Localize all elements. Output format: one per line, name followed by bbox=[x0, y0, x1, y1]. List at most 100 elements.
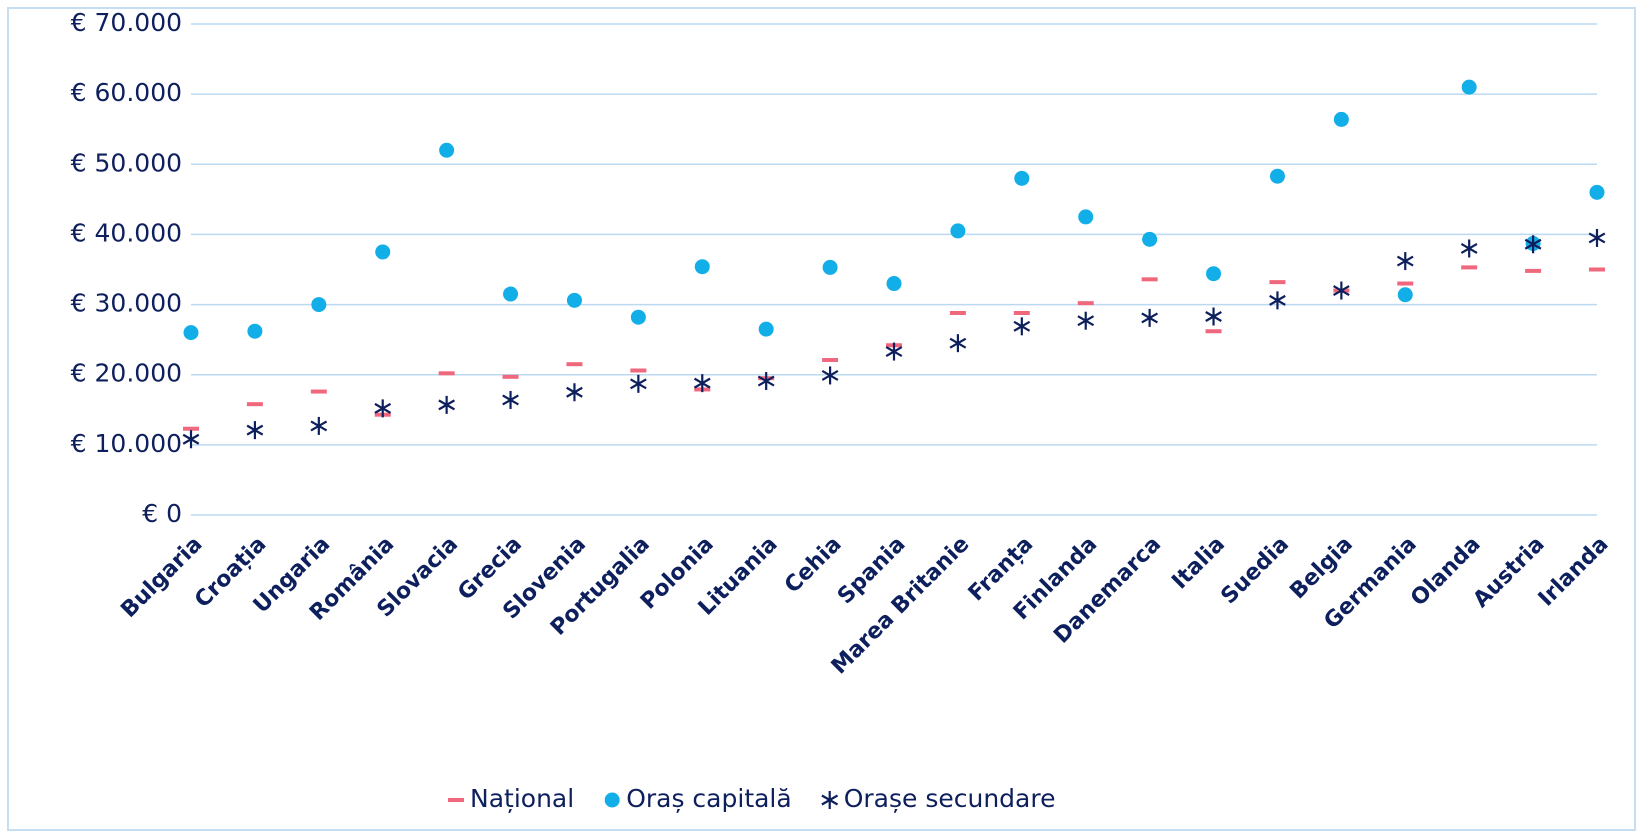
y-tick-label: € 70.000 bbox=[71, 8, 182, 37]
point-star bbox=[566, 383, 583, 402]
point-dash bbox=[566, 362, 583, 367]
point-circle bbox=[1206, 266, 1222, 282]
point-star bbox=[949, 334, 967, 353]
point-circle bbox=[1397, 287, 1413, 303]
point-star bbox=[246, 421, 264, 440]
point-dash bbox=[1205, 329, 1222, 334]
point-star bbox=[182, 430, 200, 449]
point-circle bbox=[822, 259, 838, 275]
star-stroke bbox=[1013, 320, 1031, 332]
point-circle bbox=[694, 259, 710, 275]
point-star bbox=[1333, 281, 1350, 300]
star-stroke bbox=[502, 394, 519, 406]
star-stroke bbox=[630, 378, 647, 390]
point-dash bbox=[1269, 280, 1286, 285]
star-stroke bbox=[1524, 238, 1542, 250]
point-star bbox=[1205, 307, 1222, 326]
y-tick-label: € 40.000 bbox=[71, 218, 182, 247]
point-dash bbox=[246, 402, 263, 407]
star-stroke bbox=[566, 386, 583, 398]
legend-marker bbox=[821, 791, 839, 809]
point-circle bbox=[950, 223, 966, 239]
point-star bbox=[1396, 252, 1414, 271]
star-stroke bbox=[949, 337, 967, 349]
point-dash bbox=[183, 426, 199, 431]
point-star bbox=[502, 390, 519, 409]
legend-label: Oraș capitală bbox=[626, 784, 792, 813]
star-stroke bbox=[1333, 285, 1350, 296]
star-stroke bbox=[821, 369, 839, 381]
point-circle bbox=[886, 276, 902, 292]
point-circle bbox=[1014, 170, 1030, 186]
point-star bbox=[630, 374, 647, 393]
point-star bbox=[1269, 291, 1286, 310]
star-stroke bbox=[182, 433, 200, 445]
point-star bbox=[693, 374, 711, 393]
point-circle bbox=[439, 142, 455, 158]
point-star bbox=[1460, 239, 1478, 258]
legend-marker bbox=[604, 792, 620, 808]
y-tick-label: € 60.000 bbox=[71, 78, 182, 107]
point-circle bbox=[566, 292, 582, 308]
point-dash bbox=[1397, 281, 1414, 286]
point-star bbox=[1141, 308, 1158, 327]
y-tick-label: € 30.000 bbox=[71, 289, 182, 318]
point-star bbox=[1588, 228, 1606, 247]
star-stroke bbox=[310, 420, 328, 432]
point-circle bbox=[311, 297, 327, 313]
y-tick-label: € 10.000 bbox=[71, 429, 182, 458]
star-stroke bbox=[1460, 243, 1478, 254]
star-stroke bbox=[821, 794, 839, 806]
point-circle bbox=[1461, 79, 1477, 95]
point-circle bbox=[758, 321, 774, 337]
y-tick-label: € 20.000 bbox=[71, 359, 182, 388]
point-circle bbox=[375, 244, 391, 260]
star-stroke bbox=[885, 346, 903, 358]
point-circle bbox=[1589, 184, 1605, 200]
y-tick-label: € 0 bbox=[142, 499, 182, 528]
legend-label: Orașe secundare bbox=[844, 784, 1056, 813]
point-dash bbox=[1077, 301, 1094, 306]
point-star bbox=[310, 416, 328, 435]
point-star bbox=[821, 366, 839, 385]
star-stroke bbox=[1396, 255, 1414, 267]
point-dash bbox=[438, 371, 455, 376]
star-stroke bbox=[1077, 315, 1095, 327]
point-star bbox=[438, 395, 455, 414]
star-stroke bbox=[1141, 312, 1158, 324]
point-circle bbox=[630, 309, 646, 325]
point-dash bbox=[1013, 310, 1030, 315]
star-stroke bbox=[1205, 311, 1222, 322]
point-circle bbox=[183, 325, 199, 341]
point-star bbox=[1013, 317, 1031, 336]
legend-label: Național bbox=[470, 784, 574, 813]
point-dash bbox=[1141, 277, 1158, 282]
star-stroke bbox=[757, 375, 775, 387]
point-circle bbox=[1269, 168, 1285, 184]
point-star bbox=[374, 399, 392, 418]
star-stroke bbox=[246, 424, 264, 436]
chart-frame bbox=[7, 7, 1636, 831]
point-circle bbox=[1333, 111, 1349, 127]
point-circle bbox=[503, 286, 519, 302]
point-dash bbox=[949, 310, 966, 315]
star-stroke bbox=[693, 377, 711, 389]
point-star bbox=[1524, 235, 1542, 254]
point-circle bbox=[1142, 231, 1158, 247]
point-dash bbox=[310, 389, 327, 394]
star-stroke bbox=[374, 402, 392, 414]
point-circle bbox=[247, 323, 263, 339]
point-circle bbox=[1078, 209, 1094, 225]
point-dash bbox=[822, 357, 839, 362]
point-star bbox=[1077, 311, 1095, 330]
point-star bbox=[757, 372, 775, 391]
point-dash bbox=[1525, 268, 1542, 273]
point-dash bbox=[1461, 265, 1478, 270]
point-star bbox=[885, 342, 903, 361]
point-dash bbox=[502, 374, 519, 379]
star-stroke bbox=[1269, 294, 1286, 306]
star-stroke bbox=[1588, 232, 1606, 244]
legend-marker bbox=[448, 798, 464, 802]
point-dash bbox=[1589, 267, 1605, 272]
